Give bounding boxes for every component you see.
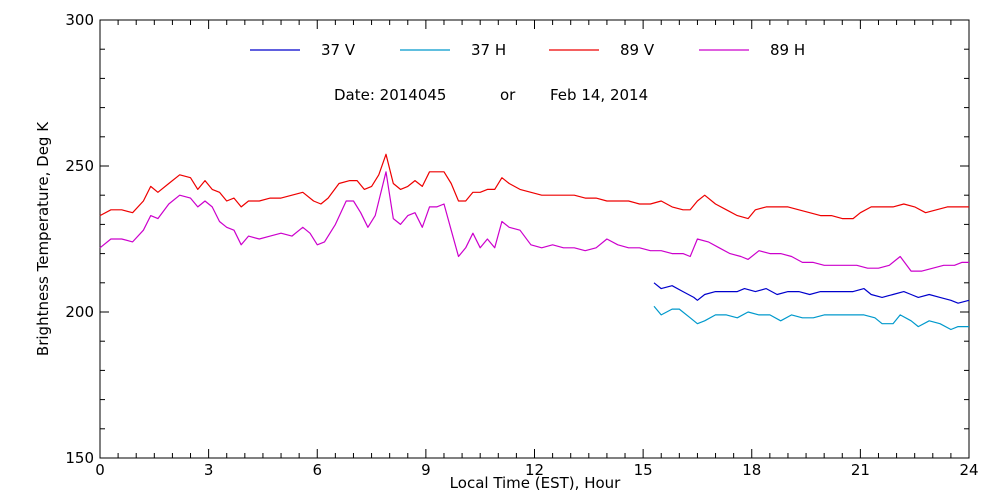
series-line-37-v	[653, 282, 970, 304]
legend: 37 V 37 H 89 V 89 H	[250, 41, 805, 59]
x-tick-label: 6	[312, 461, 322, 479]
x-tick-label: 0	[95, 461, 105, 479]
legend-label-89-v: 89 V	[620, 41, 655, 59]
x-tick-label: 9	[421, 461, 431, 479]
axis-ticks: 0 3 6 9 12 15 18 21 24 150 200 250 300	[65, 11, 978, 479]
legend-label-37-h: 37 H	[471, 41, 506, 59]
x-tick-label: 3	[204, 461, 214, 479]
date-or-label: or	[500, 86, 516, 104]
legend-label-89-h: 89 H	[770, 41, 805, 59]
y-axis-label: Brightness Temperature, Deg K	[34, 121, 52, 356]
series-line-89-v	[99, 153, 969, 220]
y-tick-label: 250	[65, 157, 94, 175]
series-lines	[99, 153, 970, 331]
y-tick-label: 300	[65, 11, 94, 29]
date-text: Feb 14, 2014	[550, 86, 648, 104]
y-tick-label: 200	[65, 303, 94, 321]
x-tick-label: 18	[742, 461, 761, 479]
x-tick-label: 12	[525, 461, 544, 479]
series-line-37-h	[653, 305, 969, 331]
legend-label-37-v: 37 V	[321, 41, 356, 59]
series-line-89-h	[99, 171, 969, 272]
date-label: Date: 2014045	[334, 86, 446, 104]
x-tick-label: 15	[634, 461, 653, 479]
x-tick-label: 24	[959, 461, 978, 479]
y-tick-label: 150	[65, 449, 94, 467]
x-axis-label: Local Time (EST), Hour	[450, 474, 621, 492]
x-tick-label: 21	[851, 461, 870, 479]
